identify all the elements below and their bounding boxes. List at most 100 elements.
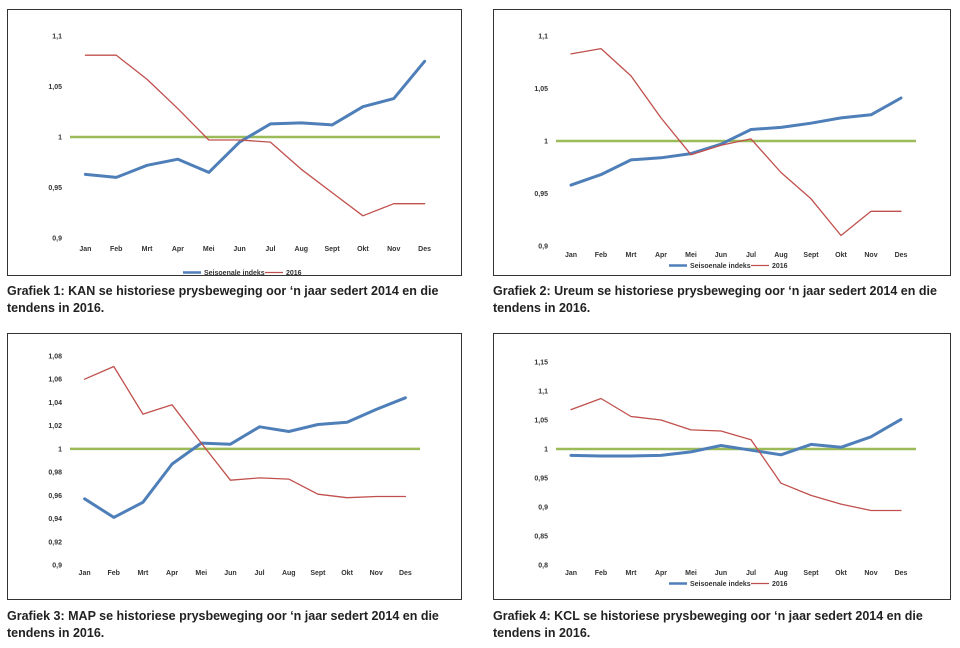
y-tick-label: 1 [544,447,548,454]
x-tick-label: Feb [108,570,120,577]
chart-caption-4: Grafiek 4: KCL se historiese prysbewegin… [493,609,923,640]
series-line-2016 [570,397,902,512]
chart-frame-4: 0,8 0,85 0,9 0,95 1 1,05 1,1 1,15 Jan Feb Mrt Apr Me… [493,333,951,600]
y-tick-label: 1,15 [534,360,548,367]
x-tick-label: Feb [595,252,607,259]
x-tick-label: Mrt [142,246,154,253]
y-tick-label: 0,95 [534,476,548,483]
x-tick-label: Jan [565,252,577,259]
x-tick-label: Jun [233,246,245,253]
x-tick-label: Mrt [626,570,638,577]
x-tick-label: Des [418,246,431,253]
x-tick-label: Jan [79,570,91,577]
line-chart-1: 0,9 0,95 1 1,05 1,1 Jan Feb Mrt Apr Mei Jun Jul Aug S… [48,34,440,277]
y-tick-label: 0,9 [52,563,62,570]
x-tick-label: Jan [79,246,91,253]
chart-caption-3: Grafiek 3: MAP se historiese prysbewegin… [7,609,439,640]
legend-label: 2016 [772,581,788,588]
legend-label: Seisoenale indeks [690,263,751,270]
y-tick-label: 1 [58,135,62,142]
x-tick-label: Aug [774,252,788,259]
x-tick-label: Aug [774,570,788,577]
x-tick-label: Apr [166,570,178,577]
x-tick-label: Mrt [626,252,638,259]
y-tick-label: 0,98 [48,470,62,477]
x-tick-label: Sept [803,252,819,259]
chart-frame-1: 0,9 0,95 1 1,05 1,1 Jan Feb Mrt Apr Mei Jun Jul Aug S… [7,9,462,277]
x-tick-label: Feb [595,570,607,577]
series-line-2016 [83,365,407,499]
x-tick-label: Mrt [137,570,149,577]
x-tick-label: Mei [195,570,207,577]
x-tick-label: Jul [265,246,275,253]
x-tick-label: Okt [835,252,847,259]
x-tick-label: Aug [294,246,308,253]
y-tick-label: 1,05 [48,84,62,91]
y-tick-label: 0,95 [48,185,62,192]
y-tick-label: 0,9 [538,244,548,251]
x-tick-label: Feb [110,246,122,253]
x-tick-label: Sept [324,246,340,253]
x-tick-label: Jul [746,570,756,577]
y-tick-label: 1,02 [48,423,62,430]
x-tick-label: Okt [357,246,369,253]
y-tick-label: 0,8 [538,563,548,570]
line-chart-2: 0,9 0,95 1 1,05 1,1 Jan Feb Mrt Apr Mei Jun Jul Aug S… [534,34,916,270]
legend: Seisoenale indeks 2016 [669,263,788,270]
line-chart-4: 0,8 0,85 0,9 0,95 1 1,05 1,1 1,15 Jan Feb Mrt Apr Me… [534,360,916,588]
x-tick-label: Des [399,570,412,577]
legend-label: Seisoenale indeks [690,581,751,588]
x-tick-label: Nov [370,570,383,577]
x-tick-label: Mei [685,252,697,259]
y-tick-label: 1,1 [52,34,62,41]
x-tick-label: Jun [224,570,236,577]
x-tick-label: Okt [341,570,353,577]
legend-label: Seisoenale indeks [204,270,265,277]
x-tick-label: Jan [565,570,577,577]
x-tick-label: Nov [864,252,877,259]
x-tick-label: Jun [715,252,727,259]
y-tick-label: 0,92 [48,539,62,546]
y-tick-label: 0,85 [534,534,548,541]
y-tick-label: 1 [58,446,62,453]
chart-frame-3: 0,9 0,92 0,94 0,96 0,98 1 1,02 1,04 1,06 1,08 Jan F… [7,333,462,600]
line-chart-3: 0,9 0,92 0,94 0,96 0,98 1 1,02 1,04 1,06 1,08 Jan F… [48,354,420,577]
series-line-2016 [84,54,426,217]
x-tick-label: Apr [655,570,667,577]
x-tick-label: Mei [685,570,697,577]
legend: Seisoenale indeks 2016 [669,581,788,588]
legend-label: 2016 [286,270,302,277]
y-tick-label: 0,96 [48,493,62,500]
y-tick-label: 0,95 [534,191,548,198]
x-tick-label: Jun [715,570,727,577]
x-tick-label: Jul [746,252,756,259]
y-tick-label: 1,1 [538,34,548,41]
y-tick-label: 1,04 [48,400,62,407]
x-tick-label: Sept [803,570,819,577]
y-tick-label: 1,05 [534,418,548,425]
y-tick-label: 0,94 [48,516,62,523]
x-tick-label: Sept [310,570,326,577]
series-line-seasonal [569,417,903,458]
y-tick-label: 1 [544,139,548,146]
y-tick-label: 1,08 [48,354,62,361]
legend-label: 2016 [772,263,788,270]
x-tick-label: Nov [387,246,400,253]
x-tick-label: Nov [864,570,877,577]
y-tick-label: 1,06 [48,377,62,384]
series-line-seasonal [83,396,407,519]
x-tick-label: Aug [282,570,296,577]
y-tick-label: 0,9 [52,236,62,243]
series-line-seasonal [569,96,903,187]
x-tick-label: Apr [172,246,184,253]
y-tick-label: 1,1 [538,389,548,396]
x-tick-label: Des [895,570,908,577]
chart-frame-2: 0,9 0,95 1 1,05 1,1 Jan Feb Mrt Apr Mei Jun Jul Aug S… [493,9,951,276]
legend: Seisoenale indeks 2016 [183,270,302,277]
x-tick-label: Okt [835,570,847,577]
x-tick-label: Des [895,252,908,259]
y-tick-label: 1,05 [534,86,548,93]
series-line-2016 [570,47,902,237]
chart-caption-1: Grafiek 1: KAN se historiese prysbewegin… [7,284,439,315]
chart-caption-2: Grafiek 2: Ureum se historiese prysbeweg… [493,284,937,315]
